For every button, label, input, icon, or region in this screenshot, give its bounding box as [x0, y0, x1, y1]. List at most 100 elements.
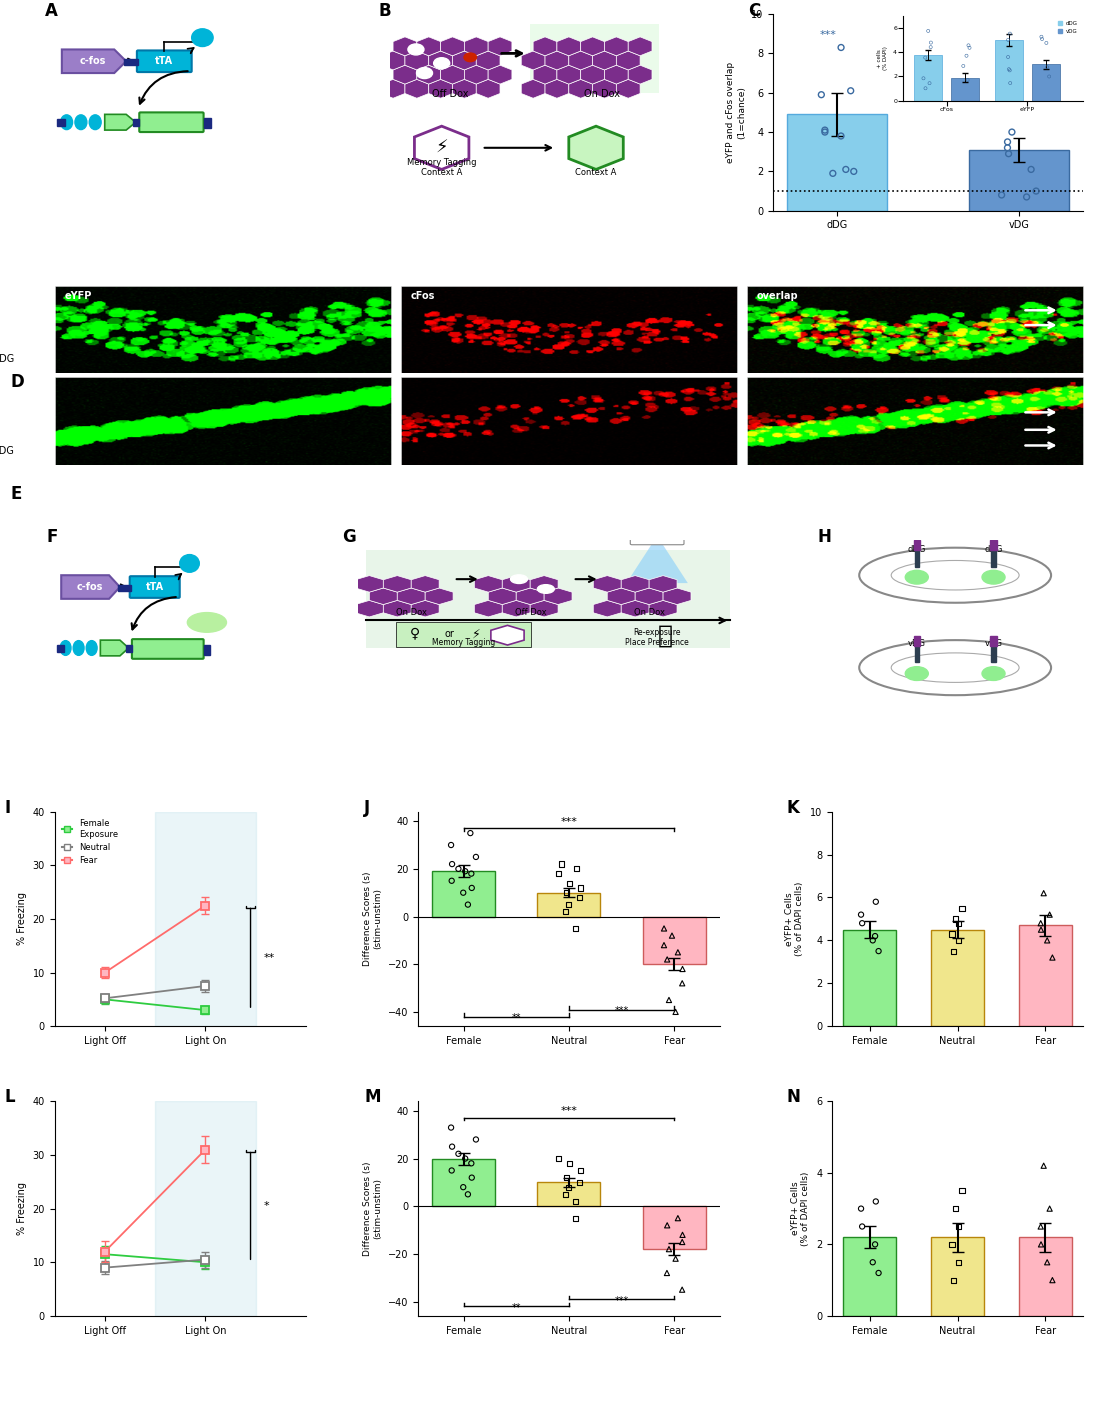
Point [1033, 1233, 1050, 1256]
Point [655, 934, 673, 956]
Text: ⚡: ⚡ [473, 627, 481, 640]
Bar [931, 1237, 984, 1316]
Text: dDG: dDG [908, 544, 926, 554]
Point [450, 858, 467, 880]
Point [462, 823, 479, 845]
Point [670, 941, 687, 963]
Text: **: ** [512, 1014, 521, 1024]
Point [1035, 882, 1052, 904]
Point [945, 1268, 963, 1291]
Text: ⚡: ⚡ [435, 139, 447, 157]
Bar [127, 645, 132, 652]
Polygon shape [453, 51, 476, 70]
Point [467, 845, 485, 868]
Point [561, 1152, 579, 1174]
Point [552, 853, 570, 876]
Text: I: I [4, 799, 11, 817]
Polygon shape [649, 575, 677, 592]
Text: *: * [264, 1201, 269, 1211]
Point [443, 853, 461, 876]
Bar [531, 24, 659, 93]
Text: L: L [4, 1088, 15, 1107]
Polygon shape [356, 600, 383, 617]
Polygon shape [476, 79, 500, 98]
Ellipse shape [60, 115, 72, 129]
Point [1040, 1198, 1058, 1220]
Polygon shape [544, 588, 572, 605]
Text: ChR2-eYFP: ChR2-eYFP [138, 644, 198, 654]
Polygon shape [649, 600, 677, 617]
Polygon shape [605, 37, 628, 56]
Text: D: D [11, 373, 25, 391]
Point [443, 869, 461, 891]
Circle shape [408, 44, 424, 55]
Y-axis label: eYFP+ Cells
(% of DAPI cells): eYFP+ Cells (% of DAPI cells) [791, 1171, 811, 1246]
Bar [990, 636, 997, 645]
Text: J: J [364, 799, 370, 817]
Text: Context A: Context A [575, 169, 617, 177]
Point [1000, 142, 1017, 165]
Point [674, 1223, 691, 1246]
Point [568, 858, 585, 880]
Text: eYFP: eYFP [65, 291, 92, 301]
Point [1033, 918, 1050, 941]
Text: TRE: TRE [110, 118, 127, 127]
Point [950, 912, 967, 935]
Text: On Dox: On Dox [584, 89, 620, 98]
Text: On Dox: On Dox [396, 607, 427, 617]
Point [663, 924, 680, 946]
Point [1027, 180, 1045, 202]
Ellipse shape [859, 548, 1051, 603]
Polygon shape [627, 536, 688, 583]
Polygon shape [417, 65, 441, 84]
Bar [365, 550, 730, 648]
Polygon shape [488, 65, 512, 84]
Bar [537, 893, 601, 917]
Polygon shape [475, 600, 502, 617]
Point [463, 877, 480, 900]
Text: M: M [364, 1088, 381, 1107]
FancyBboxPatch shape [132, 640, 203, 659]
Point [567, 1191, 584, 1213]
Polygon shape [593, 600, 621, 617]
Polygon shape [491, 626, 524, 645]
Text: TRE: TRE [105, 644, 121, 652]
Bar [118, 585, 131, 591]
Legend: Female
Exposure, Neutral, Fear: Female Exposure, Neutral, Fear [59, 815, 121, 869]
Point [945, 939, 963, 962]
Polygon shape [464, 37, 488, 56]
Polygon shape [488, 37, 512, 56]
Text: tTA: tTA [146, 582, 164, 592]
Point [866, 1233, 884, 1256]
Polygon shape [616, 79, 640, 98]
Text: vDG: vDG [0, 446, 14, 456]
Polygon shape [557, 37, 581, 56]
Polygon shape [636, 588, 663, 605]
Text: K: K [787, 799, 800, 817]
Polygon shape [476, 51, 500, 70]
Point [571, 1171, 589, 1194]
Text: vDG: vDG [985, 638, 1002, 648]
Text: dDG: dDG [985, 544, 1003, 554]
Point [560, 893, 578, 915]
Ellipse shape [90, 115, 101, 129]
Point [999, 131, 1016, 153]
Circle shape [537, 585, 555, 593]
Point [999, 136, 1016, 159]
Polygon shape [607, 588, 636, 605]
Polygon shape [488, 588, 516, 605]
Point [659, 1261, 676, 1284]
Text: c-fos: c-fos [77, 582, 103, 592]
Bar [155, 811, 256, 1026]
Point [557, 1182, 574, 1205]
Polygon shape [531, 600, 558, 617]
Polygon shape [411, 600, 439, 617]
Polygon shape [464, 65, 488, 84]
Polygon shape [405, 79, 429, 98]
Polygon shape [383, 575, 411, 592]
Polygon shape [569, 79, 593, 98]
Polygon shape [61, 575, 120, 599]
Polygon shape [405, 51, 429, 70]
Text: ♀: ♀ [410, 626, 420, 640]
Point [660, 988, 677, 1011]
